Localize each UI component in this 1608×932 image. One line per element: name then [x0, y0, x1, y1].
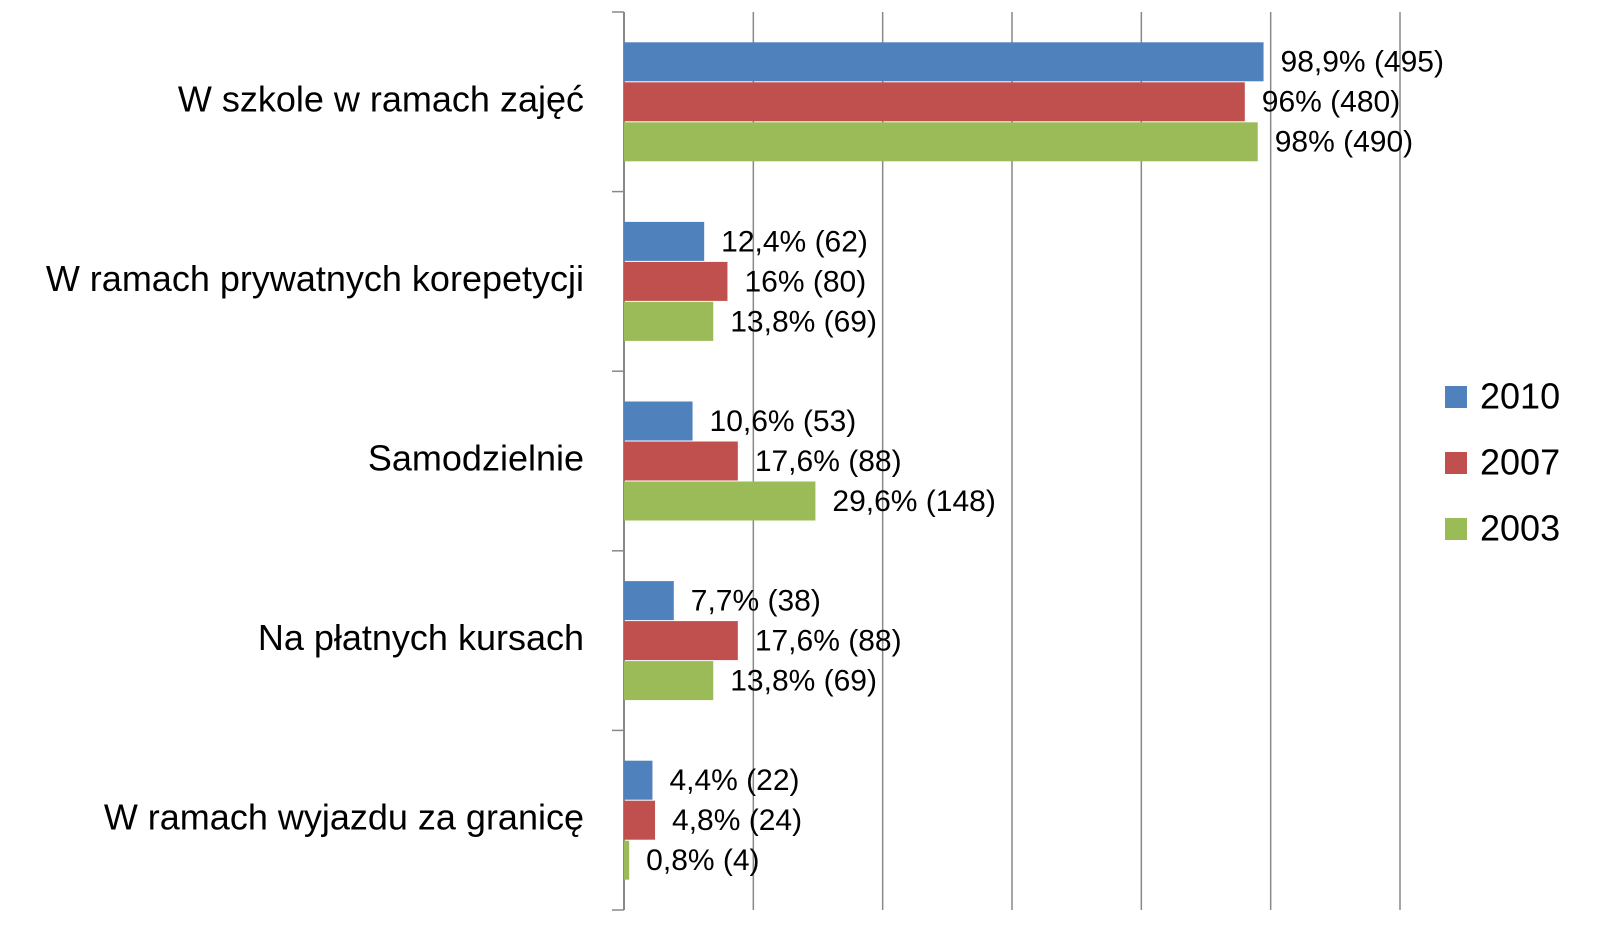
category-label: W ramach wyjazdu za granicę [104, 797, 584, 838]
category-label: Samodzielnie [368, 438, 584, 479]
category-label: W szkole w ramach zajęć [178, 78, 584, 119]
category-label: Na płatnych kursach [258, 617, 584, 658]
legend-label: 2003 [1480, 508, 1560, 549]
bar [624, 840, 630, 880]
bar [624, 661, 714, 701]
bar [624, 301, 714, 341]
bar [624, 221, 705, 261]
legend-swatch [1445, 518, 1467, 540]
bar [624, 82, 1245, 122]
bar [624, 760, 653, 800]
bar [624, 441, 738, 481]
data-label: 17,6% (88) [755, 445, 902, 478]
data-label: 29,6% (148) [832, 485, 995, 518]
data-label: 4,8% (24) [672, 804, 802, 837]
legend-swatch [1445, 386, 1467, 408]
data-label: 13,8% (69) [730, 305, 877, 338]
bar [624, 621, 738, 661]
data-label: 16% (80) [744, 265, 866, 298]
bar [624, 401, 693, 441]
data-label: 17,6% (88) [755, 625, 902, 658]
data-label: 98,9% (495) [1281, 46, 1444, 79]
data-label: 98% (490) [1275, 126, 1413, 159]
data-label: 96% (480) [1262, 86, 1400, 119]
data-label: 12,4% (62) [721, 225, 868, 258]
data-label: 13,8% (69) [730, 665, 877, 698]
legend-label: 2010 [1480, 376, 1560, 417]
data-label: 0,8% (4) [646, 844, 759, 877]
bar [624, 800, 656, 840]
bar [624, 481, 816, 521]
bar [624, 42, 1264, 82]
bar [624, 122, 1258, 162]
data-label: 4,4% (22) [669, 764, 799, 797]
category-label: W ramach prywatnych korepetycji [46, 258, 584, 299]
bar [624, 581, 674, 621]
legend-swatch [1445, 452, 1467, 474]
legend-label: 2007 [1480, 442, 1560, 483]
bar [624, 261, 728, 301]
data-label: 10,6% (53) [710, 405, 857, 438]
data-label: 7,7% (38) [691, 585, 821, 618]
